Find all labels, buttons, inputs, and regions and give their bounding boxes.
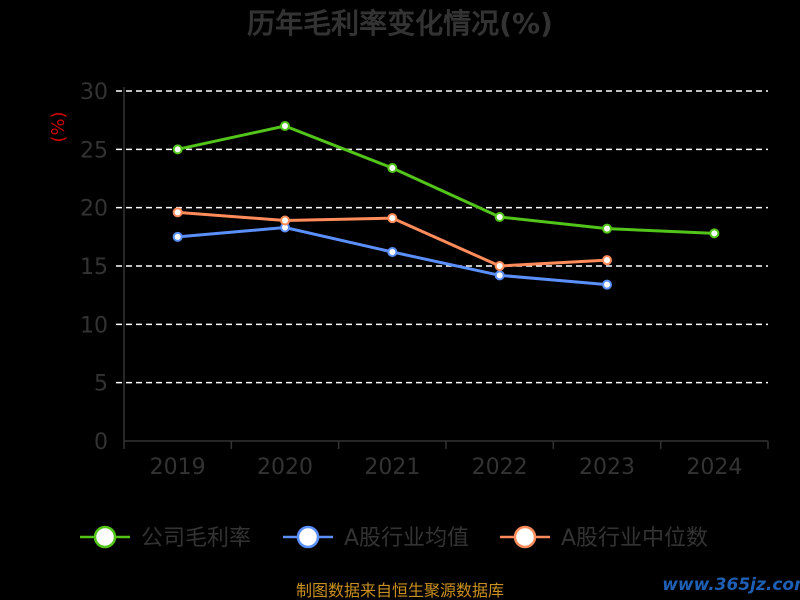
legend-label: A股行业均值 bbox=[344, 526, 469, 551]
legend-item[interactable]: 公司毛利率 bbox=[80, 525, 251, 551]
legend-label: A股行业中位数 bbox=[561, 526, 708, 551]
y-tick-label: 10 bbox=[80, 313, 108, 338]
data-point bbox=[172, 207, 183, 218]
x-tick-label: 2023 bbox=[579, 455, 635, 480]
legend-item[interactable]: A股行业均值 bbox=[283, 525, 469, 551]
data-point bbox=[494, 261, 505, 271]
legend-label: 公司毛利率 bbox=[141, 526, 251, 551]
legend-marker bbox=[296, 525, 320, 549]
legend-marker bbox=[93, 525, 117, 549]
data-point bbox=[172, 144, 183, 155]
data-point bbox=[602, 279, 612, 290]
data-source-note: 制图数据来自恒生聚源数据库 bbox=[296, 581, 504, 600]
data-point bbox=[280, 121, 290, 131]
x-tick-label: 2020 bbox=[257, 455, 313, 480]
x-tick-label: 2022 bbox=[472, 455, 528, 480]
data-point bbox=[494, 270, 505, 281]
series-lines bbox=[172, 121, 720, 290]
y-axis-unit: (%) bbox=[48, 111, 69, 142]
data-point bbox=[387, 163, 398, 173]
series-line bbox=[177, 124, 715, 235]
data-point bbox=[280, 215, 290, 226]
y-tick-label: 0 bbox=[94, 430, 108, 455]
data-point bbox=[387, 213, 398, 224]
legend-item[interactable]: A股行业中位数 bbox=[500, 525, 708, 551]
watermark: www.365jz.com bbox=[662, 575, 800, 595]
y-tick-label: 30 bbox=[80, 80, 108, 105]
data-point bbox=[602, 255, 612, 266]
legend: 公司毛利率 A股行业均值 A股行业中位数 bbox=[80, 525, 708, 551]
x-tick-label: 2024 bbox=[686, 455, 742, 480]
axes: 0 5 10 15 20 25 30 2019 2020 2021 2022 2023 2024 bbox=[80, 80, 769, 480]
data-point bbox=[709, 228, 720, 239]
data-point bbox=[172, 231, 183, 242]
x-tick-label: 2021 bbox=[364, 455, 420, 480]
data-point bbox=[387, 247, 398, 257]
data-point bbox=[494, 212, 505, 222]
chart-title: 历年毛利率变化情况(%) bbox=[247, 7, 553, 40]
x-tick-label: 2019 bbox=[150, 455, 206, 480]
data-point bbox=[602, 223, 612, 234]
grid-lines bbox=[116, 90, 768, 384]
legend-marker bbox=[513, 525, 537, 549]
y-tick-label: 5 bbox=[94, 372, 108, 397]
y-tick-label: 20 bbox=[80, 197, 108, 222]
y-tick-label: 15 bbox=[80, 255, 108, 280]
y-tick-label: 25 bbox=[80, 138, 108, 163]
